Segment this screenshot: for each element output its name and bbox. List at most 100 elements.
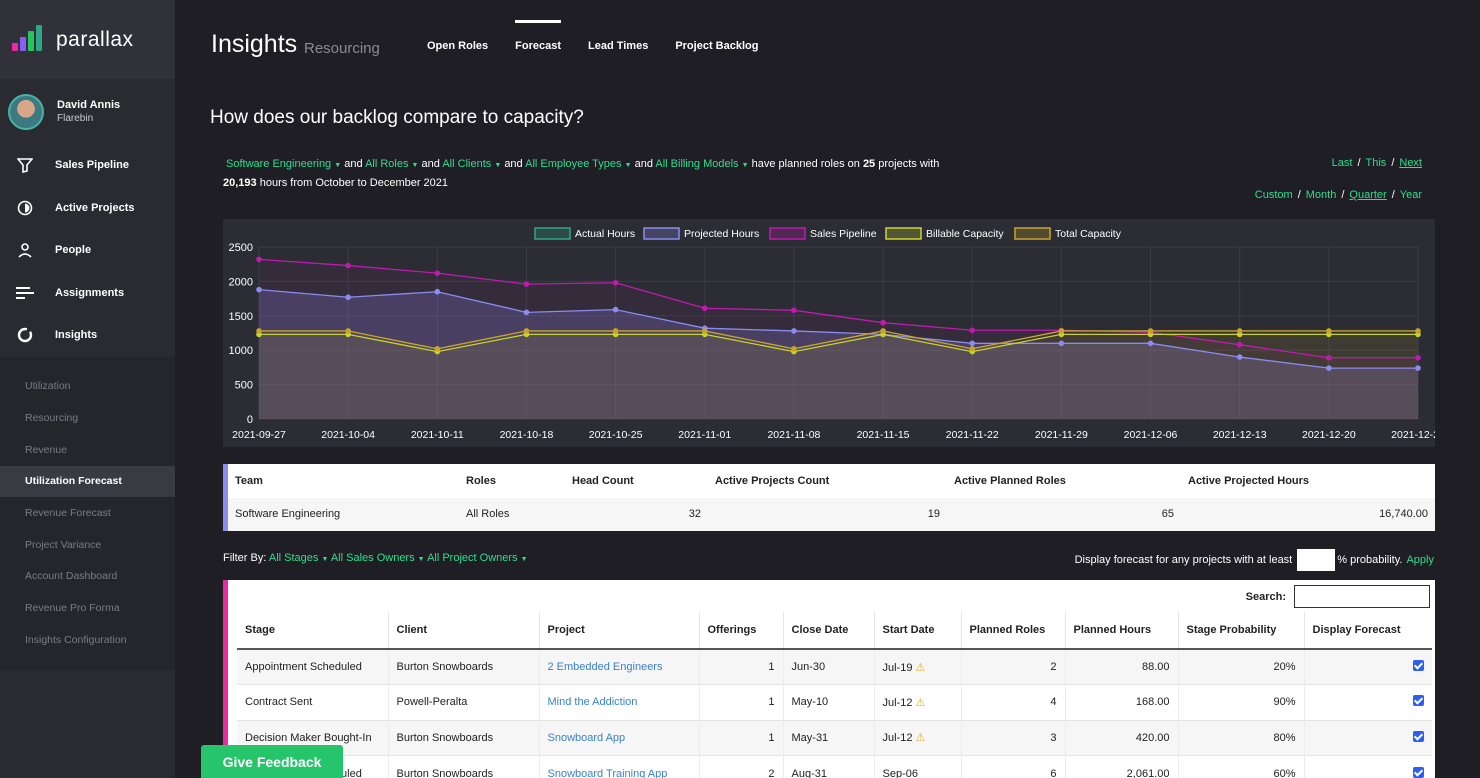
roles-filter-dropdown[interactable]: All Roles ▼ — [365, 158, 419, 170]
data-point — [434, 288, 441, 295]
series-line — [259, 333, 1418, 353]
display-forecast-checkbox[interactable] — [1413, 766, 1424, 778]
circle-icon — [16, 326, 34, 344]
tab-lead-times[interactable]: Lead Times — [587, 40, 649, 52]
data-point — [1147, 340, 1154, 347]
nav-item-insights[interactable]: Insights — [0, 314, 175, 357]
nav-item-sales-pipeline[interactable]: Sales Pipeline — [0, 144, 175, 187]
display-forecast-checkbox[interactable] — [1413, 660, 1424, 671]
subnav-insights-configuration[interactable]: Insights Configuration — [25, 633, 127, 646]
main-nav: Sales Pipeline Active Projects People As… — [0, 144, 175, 357]
th-close-date[interactable]: Close Date — [782, 612, 874, 650]
period-last[interactable]: Last — [1331, 157, 1353, 169]
search-input[interactable] — [1294, 585, 1430, 608]
legend-swatch — [534, 227, 571, 240]
granularity-quarter[interactable]: Quarter — [1349, 189, 1387, 201]
data-point — [1415, 354, 1421, 361]
clients-filter-dropdown[interactable]: All Clients ▼ — [442, 158, 502, 170]
th-project[interactable]: Project — [538, 612, 699, 650]
cell-active-projects-count: 19 — [927, 508, 940, 521]
period-next[interactable]: Next — [1399, 157, 1422, 169]
th-team: Team — [235, 474, 263, 487]
sales-owners-filter-dropdown[interactable]: All Sales Owners ▼ — [330, 552, 425, 564]
th-planned-roles[interactable]: Planned Roles — [960, 612, 1065, 650]
granularity-month[interactable]: Month — [1305, 189, 1337, 201]
projects-panel: Search: Stage Client Project Offerings C… — [223, 580, 1435, 778]
x-tick-label: 2021-11-01 — [678, 429, 731, 441]
project-link[interactable]: 2 Embedded Engineers — [538, 648, 699, 685]
legend-swatch — [1014, 227, 1051, 240]
data-point — [1415, 328, 1421, 334]
project-link[interactable]: Snowboard Training App — [538, 755, 699, 778]
subnav-account-dashboard[interactable]: Account Dashboard — [25, 570, 118, 583]
stages-filter-dropdown[interactable]: All Stages ▼ — [268, 552, 329, 564]
team-filter-dropdown[interactable]: Software Engineering ▼ — [226, 158, 342, 170]
funnel-icon — [16, 156, 34, 174]
data-point — [523, 281, 530, 287]
billing-models-filter-dropdown[interactable]: All Billing Models ▼ — [655, 158, 749, 170]
data-point — [969, 327, 976, 334]
data-point — [256, 256, 262, 263]
subnav-resourcing[interactable]: Resourcing — [25, 412, 79, 425]
page-subtitle: Resourcing — [304, 40, 380, 57]
th-offerings[interactable]: Offerings — [698, 612, 783, 650]
caret-down-icon: ▼ — [520, 556, 528, 563]
data-point — [1236, 354, 1243, 360]
th-planned-hours[interactable]: Planned Hours — [1064, 612, 1178, 650]
nav-item-assignments[interactable]: Assignments — [0, 272, 175, 315]
table-row: Decision Maker Bought-In Burton Snowboar… — [237, 719, 1432, 756]
project-link[interactable]: Mind the Addiction — [538, 684, 699, 720]
legend-swatch — [643, 227, 680, 240]
tab-open-roles[interactable]: Open Roles — [427, 40, 489, 52]
display-forecast-checkbox[interactable] — [1413, 695, 1424, 707]
x-tick-label: 2021-10-11 — [411, 429, 464, 441]
y-tick-label: 1000 — [229, 345, 253, 357]
give-feedback-button[interactable]: Give Feedback — [201, 745, 343, 778]
subnav-revenue-forecast[interactable]: Revenue Forecast — [25, 507, 111, 520]
subnav-utilization[interactable]: Utilization — [25, 380, 71, 393]
series-line — [258, 258, 1418, 359]
subnav-revenue-pro-forma[interactable]: Revenue Pro Forma — [25, 602, 120, 615]
search-box: Search: — [1246, 585, 1430, 608]
th-active-projected-hours: Active Projected Hours — [1188, 474, 1310, 487]
period-this[interactable]: This — [1365, 157, 1387, 169]
granularity-year[interactable]: Year — [1399, 189, 1422, 201]
data-point — [1147, 328, 1154, 334]
subnav-utilization-forecast[interactable]: Utilization Forecast — [0, 465, 175, 498]
th-stage[interactable]: Stage — [237, 612, 388, 650]
avatar — [8, 93, 44, 130]
search-label: Search: — [1245, 590, 1286, 603]
granularity-custom[interactable]: Custom — [1254, 189, 1293, 201]
x-tick-label: 2021-12-20 — [1302, 429, 1356, 441]
cell-active-planned-roles: 65 — [1161, 508, 1174, 521]
th-start-date[interactable]: Start Date — [873, 612, 961, 650]
user-profile[interactable]: David Annis Flarebin — [0, 79, 175, 144]
nav-item-people[interactable]: People — [0, 229, 175, 272]
brand-name: parallax — [56, 27, 134, 51]
project-owners-filter-dropdown[interactable]: All Project Owners ▼ — [427, 552, 528, 564]
subnav-revenue[interactable]: Revenue — [25, 443, 68, 456]
projects-table-header: Stage Client Project Offerings Close Dat… — [237, 612, 1432, 650]
x-tick-label: 2021-10-04 — [321, 429, 375, 441]
th-client[interactable]: Client — [387, 612, 539, 650]
employee-types-filter-dropdown[interactable]: All Employee Types ▼ — [525, 158, 632, 170]
th-stage-probability[interactable]: Stage Probability — [1177, 612, 1304, 650]
user-name: David Annis — [57, 99, 121, 111]
display-forecast-checkbox[interactable] — [1413, 730, 1424, 742]
project-link[interactable]: Snowboard App — [538, 719, 699, 756]
chart-svg: 0 500 1000 1500 2000 2500 2021-09-27 2021-10-04… — [229, 227, 1445, 441]
subnav-project-variance[interactable]: Project Variance — [25, 538, 102, 551]
nav-item-active-projects[interactable]: Active Projects — [0, 187, 175, 230]
data-point — [1415, 365, 1421, 371]
tab-project-backlog[interactable]: Project Backlog — [675, 40, 759, 52]
probability-input[interactable] — [1297, 549, 1336, 571]
data-point — [612, 328, 619, 334]
brand[interactable]: parallax — [0, 0, 175, 79]
probability-label: Display forecast for any projects with a… — [1074, 554, 1293, 566]
x-tick-label: 2021-11-15 — [857, 429, 910, 441]
caret-down-icon: ▼ — [321, 556, 329, 563]
series-line — [258, 289, 1418, 369]
apply-button[interactable]: Apply — [1406, 554, 1434, 566]
tab-forecast[interactable]: Forecast — [515, 20, 561, 52]
th-display-forecast[interactable]: Display Forecast — [1303, 612, 1432, 650]
